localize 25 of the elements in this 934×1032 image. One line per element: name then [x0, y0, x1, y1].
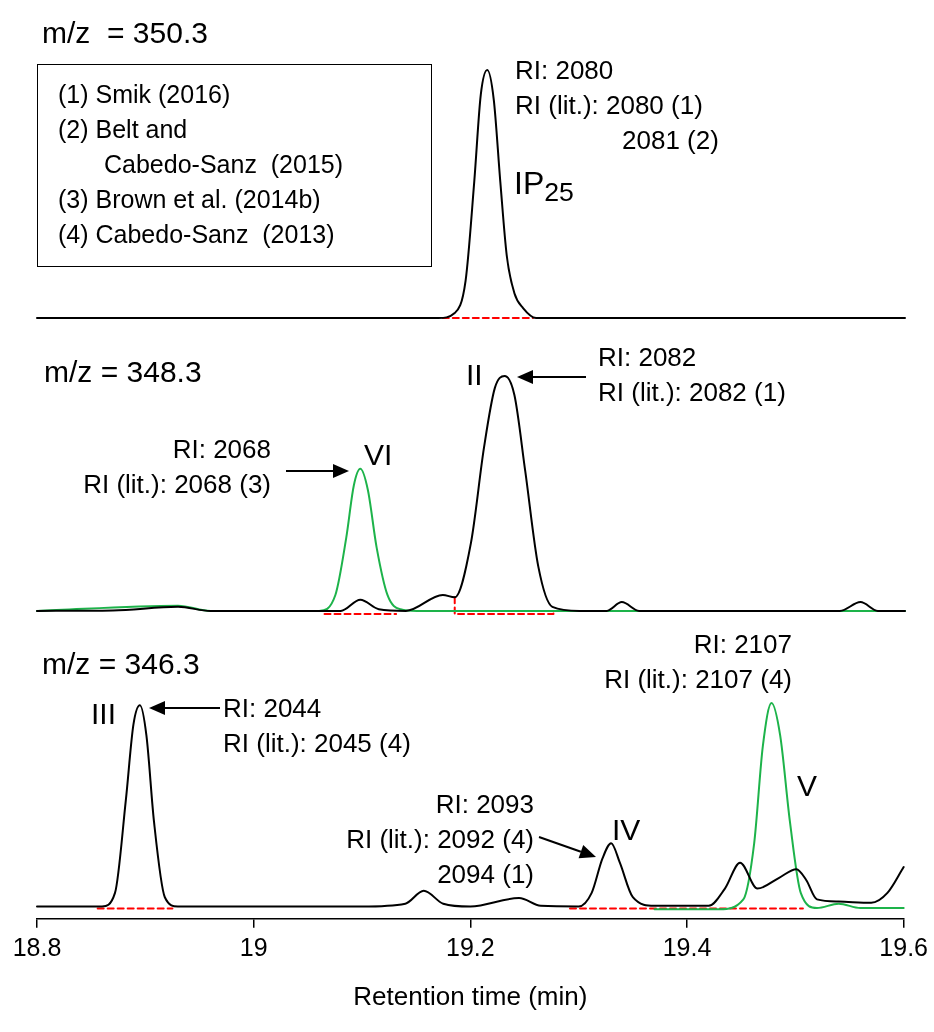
chart-title: m/z = 348.3: [44, 355, 202, 389]
annotation: RI: 2068 RI (lit.): 2068 (3): [83, 433, 271, 501]
annotation: (2) Belt and Cabedo-Sanz (2015): [58, 114, 345, 180]
annotation: IP$_{25}$: [514, 165, 574, 210]
x-tick-label: 18.8: [12, 932, 62, 961]
x-tick-label: 19.2: [446, 932, 495, 961]
annotation: RI: 2093 RI (lit.): 2092 (4) 2094 (1): [346, 788, 534, 891]
chart-title: m/z = 350.3: [42, 16, 208, 50]
text: RI: 2107 RI (lit.): 2107 (4): [604, 628, 792, 696]
annotation: (3) Brown et al. (2014b): [58, 184, 322, 215]
annotation: III: [91, 696, 117, 731]
x-tick-label: 19: [239, 932, 268, 961]
chart-title: m/z = 346.3: [42, 647, 200, 681]
annotation: VI: [364, 437, 393, 472]
annotation: (4) Cabedo-Sanz (2013): [58, 219, 336, 250]
annotation: RI: 2082 RI (lit.): 2082 (1): [598, 341, 786, 409]
x-tick-label: 19.6: [879, 932, 929, 961]
annotation: II: [466, 357, 483, 392]
x-axis-title: Retention time (min): [353, 980, 588, 1011]
annotation: IV: [612, 812, 641, 847]
annotation: RI: 2044 RI (lit.): 2045 (4): [223, 692, 411, 760]
annotation: RI: 2080 RI (lit.): 2080 (1) 2081 (2): [515, 54, 719, 157]
x-tick-label: 19.4: [662, 932, 712, 961]
annotation: (1) Smik (2016): [58, 79, 232, 110]
annotation: V: [797, 768, 818, 803]
